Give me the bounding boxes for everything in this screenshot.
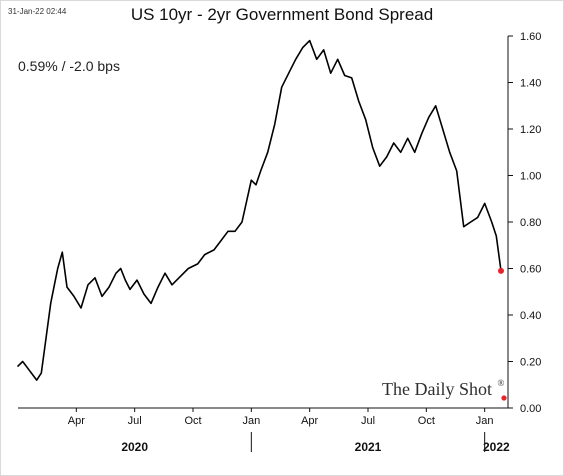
x-month-label: Jul	[128, 415, 142, 427]
y-axis: 0.00 0.20 0.40 0.60 0.80 1.00 1.20 1.40 1.60	[507, 31, 541, 415]
x-month-label: Oct	[418, 415, 435, 427]
chart-title: US 10yr - 2yr Government Bond Spread	[131, 5, 433, 24]
x-month-label: Apr	[301, 415, 318, 427]
watermark-logo: The Daily Shot ®	[382, 378, 505, 399]
latest-value-annotation: 0.59% / -2.0 bps	[18, 58, 120, 74]
y-tick-label: 1.40	[520, 78, 541, 90]
y-tick-label: 0.00	[520, 403, 541, 415]
x-month-label: Oct	[184, 415, 201, 427]
x-year-label: 2020	[121, 440, 148, 454]
latest-point-marker	[498, 267, 504, 274]
y-tick-label: 1.20	[520, 124, 541, 136]
y-tick-label: 1.60	[520, 31, 541, 43]
y-tick-label: 1.00	[520, 171, 541, 183]
y-tick-label: 0.40	[520, 310, 541, 322]
watermark-dot	[501, 395, 507, 401]
x-year-label: 2022	[483, 440, 510, 454]
watermark-registered-mark: ®	[498, 378, 505, 388]
x-month-label: Jan	[242, 415, 260, 427]
chart-timestamp: 31-Jan-22 02:44	[8, 7, 67, 16]
series-layer	[17, 39, 504, 381]
x-month-label: Apr	[68, 415, 85, 427]
y-tick-label: 0.80	[520, 217, 541, 229]
watermark-text: The Daily Shot	[382, 379, 492, 399]
x-year-label: 2021	[355, 440, 382, 454]
y-tick-label: 0.20	[520, 357, 541, 369]
x-month-label: Jan	[476, 415, 494, 427]
x-month-label: Jul	[361, 415, 375, 427]
x-axis: Apr Jul Oct Jan Apr Jul Oct Jan 2020 2021 2022	[18, 407, 510, 454]
series-line	[17, 39, 502, 381]
y-tick-label: 0.60	[520, 264, 541, 276]
